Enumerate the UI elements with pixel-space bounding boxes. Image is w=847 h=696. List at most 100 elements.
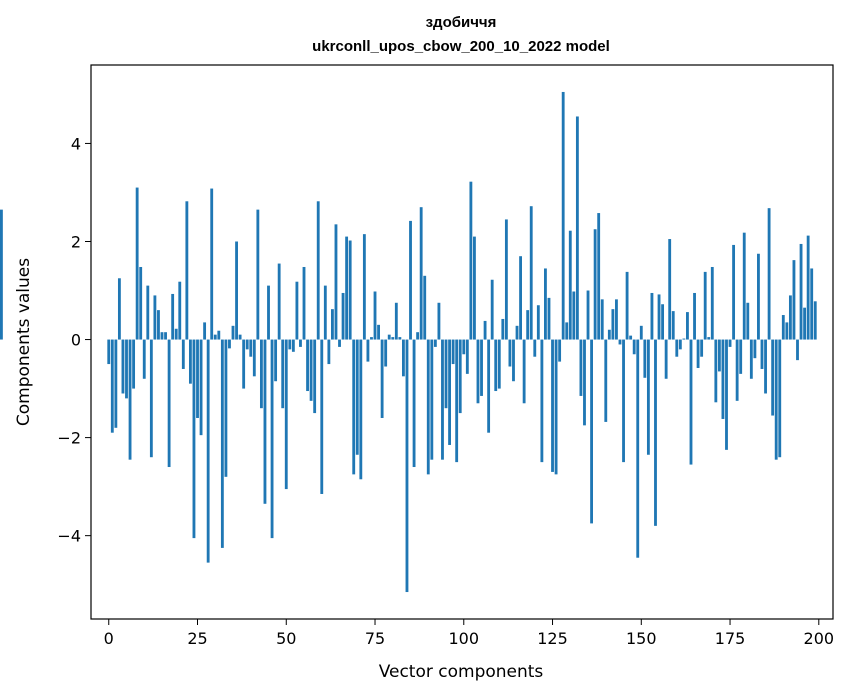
y-tick-label--4: −4: [57, 527, 81, 546]
x-axis-label: Vector components: [379, 662, 544, 682]
bar-198: [810, 268, 814, 340]
bar-138: [597, 213, 601, 340]
x-tick-label-100: 100: [449, 629, 480, 648]
bar-183: [757, 253, 760, 340]
bar-undefined: [0, 209, 3, 340]
bar-51: [288, 339, 292, 350]
bar-46: [270, 339, 274, 539]
bar-112: [504, 219, 508, 340]
bar-177: [735, 339, 739, 401]
bar-5: [125, 339, 128, 399]
y-axis-label: Components values: [14, 258, 34, 426]
bar-76: [377, 324, 380, 340]
bar-80: [391, 337, 395, 340]
x-tick-label-150: 150: [626, 629, 657, 648]
bar-105: [480, 339, 483, 396]
bar-152: [646, 339, 650, 455]
bar-139: [600, 299, 604, 340]
bar-186: [767, 208, 771, 340]
bar-6: [128, 339, 132, 460]
bar-15: [160, 332, 164, 340]
bar-84: [405, 339, 409, 593]
x-tick-label-0: 0: [104, 629, 114, 648]
y-tick-label-2: 2: [71, 232, 81, 251]
bar-156: [661, 304, 665, 340]
bar-104: [476, 339, 480, 404]
bar-57: [309, 339, 313, 401]
bar-77: [380, 339, 384, 418]
bar-166: [696, 339, 700, 368]
bar-116: [519, 256, 522, 340]
bar-35: [231, 325, 235, 340]
bar-23: [188, 339, 192, 384]
bar-189: [778, 339, 782, 458]
bar-19: [174, 328, 178, 340]
x-tick-label-75: 75: [365, 629, 385, 648]
bar-180: [746, 302, 750, 340]
bar-32: [220, 339, 224, 548]
bar-50: [284, 339, 288, 490]
bar-67: [345, 236, 349, 340]
bar-119: [529, 206, 533, 340]
bar-108: [490, 279, 494, 340]
bar-11: [146, 285, 150, 340]
bar-71: [359, 339, 363, 480]
bar-75: [373, 291, 377, 340]
bar-17: [167, 339, 171, 468]
bar-154: [654, 339, 657, 526]
bar-129: [565, 322, 569, 340]
bar-27: [203, 322, 207, 340]
bar-98: [455, 339, 459, 463]
bar-190: [781, 315, 785, 340]
bar-1: [110, 339, 114, 433]
bar-56: [306, 339, 309, 392]
bar-41: [252, 339, 256, 377]
bar-4: [121, 339, 125, 394]
bar-13: [153, 295, 157, 340]
bar-65: [338, 339, 341, 347]
bar-25: [196, 339, 199, 418]
x-tick-label-125: 125: [537, 629, 568, 648]
bar-22: [185, 201, 189, 340]
bar-2: [114, 339, 118, 428]
y-tick-label--2: −2: [57, 429, 81, 448]
bar-125: [551, 339, 554, 472]
bar-155: [657, 294, 661, 340]
bar-164: [689, 339, 693, 465]
bar-191: [785, 322, 789, 340]
bar-136: [590, 339, 593, 524]
bar-14: [157, 310, 160, 340]
bar-143: [615, 299, 618, 340]
bar-88: [419, 207, 423, 340]
bar-70: [355, 339, 359, 455]
bar-78: [384, 339, 388, 367]
bar-151: [643, 339, 647, 378]
bar-169: [707, 337, 711, 340]
bar-199: [813, 301, 817, 340]
bar-192: [788, 295, 792, 340]
bar-134: [583, 339, 586, 426]
bar-168: [703, 271, 707, 340]
bar-97: [451, 339, 455, 365]
bar-157: [664, 339, 668, 379]
bar-21: [181, 339, 185, 369]
y-tick-label-4: 4: [71, 134, 81, 153]
x-tick-label-25: 25: [187, 629, 207, 648]
bar-188: [774, 339, 778, 460]
bar-0: [107, 339, 111, 365]
bar-43: [259, 339, 263, 409]
bar-44: [263, 339, 267, 504]
bar-176: [732, 244, 736, 340]
bar-10: [142, 339, 146, 379]
bar-60: [320, 339, 324, 494]
bar-193: [792, 260, 796, 340]
bar-34: [228, 339, 231, 349]
bar-82: [398, 337, 402, 340]
bar-171: [714, 339, 718, 403]
bar-131: [572, 291, 576, 340]
bar-163: [686, 312, 689, 340]
bar-20: [178, 281, 182, 340]
bar-54: [299, 339, 302, 347]
bars-group: [0, 91, 817, 593]
